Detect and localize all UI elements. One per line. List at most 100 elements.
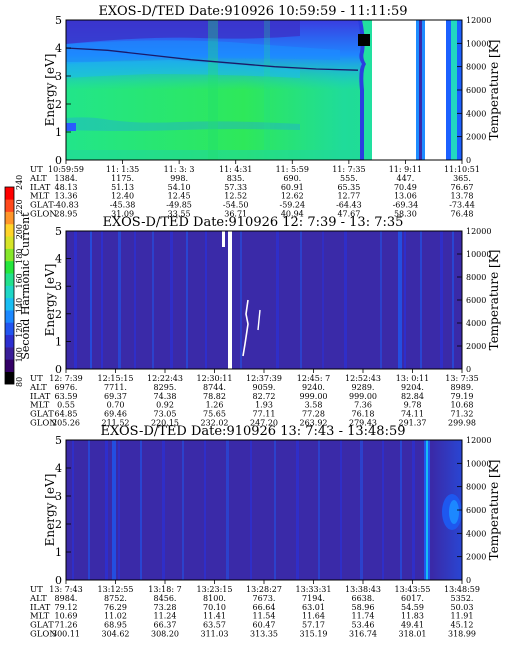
colorbar-cell [5,236,14,249]
ephemeris-row-label: ILAT [30,603,51,613]
ephemeris-cell: 58.96 [352,603,375,612]
ephemeris-cell: 58.30 [394,210,417,219]
ephemeris-cell: 10:59:59 [48,165,84,174]
temperature-tick-label: 8000 [466,63,486,72]
panel-2-spectrogram [65,230,463,370]
spectrogram-streak [382,440,384,580]
ephemeris-row-label: UT [30,374,43,384]
ephemeris-cell: 8989. [451,383,474,392]
ephemeris-cell: 13:28:27 [246,585,282,594]
colorbar-tick-label: 100 [15,347,24,362]
spectrogram-streak [276,231,279,369]
ephemeris-cell: 12.62 [281,192,304,201]
energy-axis-label: Energy [eV] [43,264,57,337]
ephemeris-cell: 365. [453,174,471,183]
panel-2-title: EXOS-D/TED Date:910926 12: 7:39 - 13: 7:… [103,215,404,230]
ephemeris-cell: 6638. [352,594,375,603]
colorbar-tick-label: 120 [15,323,24,338]
ephemeris-cell: 71.32 [451,410,474,419]
ephemeris-cell: 11.24 [154,612,177,621]
colorbar-cell [5,322,14,336]
ephemeris-cell: 7711. [104,383,127,392]
ephemeris-cell: -64.43 [336,201,362,210]
temperature-tick-label: 8000 [466,273,486,282]
ephemeris-cell: 11: 3: 3 [164,165,195,174]
ephemeris-row-label: GLAT [30,621,54,631]
ephemeris-cell: 28.95 [55,210,78,219]
panel-2-axes: 0 1 2 3 4 5 0 2000 4000 6000 8000 10000 12000 Energy … [43,225,501,376]
ephemeris-cell: 6017. [401,594,424,603]
spectrogram-streak [112,440,116,580]
ephemeris-cell: 57.17 [302,621,325,630]
spectrogram-streak [240,231,242,369]
ephemeris-cell: 0.70 [107,401,125,410]
energy-axis-label: Energy [eV] [43,54,57,127]
ephemeris-cell: 1.93 [255,401,273,410]
ephemeris-cell: -73.44 [449,201,475,210]
ephemeris-cell: 76.48 [451,210,474,219]
spectrogram-streak [398,231,402,369]
ephemeris-cell: 82.72 [253,392,276,401]
ephemeris-cell: 9240. [302,383,325,392]
spectrogram-streak [340,440,342,580]
ephemeris-cell: 13: 7:43 [49,585,82,594]
spectrogram-streak [322,231,324,369]
ephemeris-cell: 47.67 [337,210,360,219]
ephemeris-row-label: GLAT [30,201,54,211]
temperature-tick-label: 10000 [466,39,491,48]
temperature-axis-label: Temperature [K] [487,460,501,561]
ephemeris-row-label: GLON [30,210,57,220]
ephemeris-cell: 75.65 [203,410,226,419]
ephemeris-cell: 13.36 [55,192,78,201]
spectrogram-streak [204,440,206,580]
ephemeris-cell: 12:52:43 [345,374,381,383]
ephemeris-cell: 77.11 [253,410,276,419]
temperature-tick-label: 8000 [466,483,486,492]
temperature-tick-label: 0 [466,365,471,374]
ephemeris-row-label: UT [30,165,43,175]
ephemeris-cell: 54.59 [401,603,424,612]
ephemeris-cell: 12.77 [337,192,360,201]
ephemeris-cell: 300.11 [52,630,80,639]
spectrogram-streak [182,440,184,580]
energy-tick-label: 1 [55,335,62,348]
ephemeris-cell: 66.64 [253,603,276,612]
ephemeris-cell: 999.00 [349,392,377,401]
ephemeris-cell: 263.92 [300,419,328,428]
ephemeris-cell: 12.52 [224,192,247,201]
colorbar-cell [5,248,14,262]
ephemeris-cell: 11: 9:11 [389,165,422,174]
ephemeris-cell: 7.36 [354,401,372,410]
temperature-tick-label: 10000 [466,459,491,468]
ephemeris-cell: 13:48:59 [444,585,480,594]
spectrogram-streak [105,440,108,580]
temperature-tick-label: 6000 [466,86,486,95]
colorbar-cell [5,260,14,274]
ephemeris-cell: 1175. [111,174,134,183]
ephemeris-cell: 12:45: 7 [297,374,330,383]
energy-tick-label: 0 [55,574,62,587]
ephemeris-row-label: ALT [29,383,47,393]
colorbar-tick-label: 140 [15,298,24,313]
ephemeris-cell: 9204. [401,383,424,392]
ephemeris-row-label: MLT [30,401,50,411]
ephemeris-cell: 13:12:55 [98,585,134,594]
colorbar-tick-label: 180 [15,249,24,264]
ephemeris-cell: 76.18 [352,410,375,419]
ephemeris-cell: 13.78 [451,192,474,201]
ephemeris-cell: 11.02 [104,612,127,621]
ephemeris-cell: 291.37 [399,419,427,428]
ephemeris-cell: 68.95 [104,621,127,630]
ephemeris-cell: 211.52 [102,419,130,428]
ephemeris-cell: 447. [396,174,414,183]
ephemeris-row-label: ALT [29,594,47,604]
ephemeris-cell: 8752. [104,594,127,603]
ephemeris-cell: 8744. [203,383,226,392]
spectrogram-streak [296,440,299,580]
ephemeris-cell: 13:33:31 [296,585,332,594]
spectrogram-streak [170,231,173,369]
colorbar-cell [5,347,14,360]
colorbar-tick-label: 200 [15,224,24,239]
energy-tick-label: 2 [55,308,62,321]
ephemeris-cell: 33.55 [168,210,191,219]
